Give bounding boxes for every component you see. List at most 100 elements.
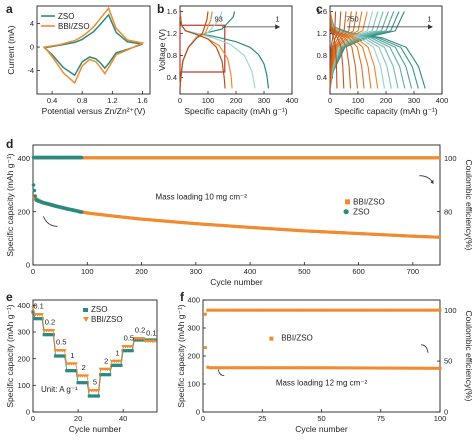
zso-rate-point bbox=[44, 333, 49, 337]
bbi-zso-capacity-point bbox=[305, 366, 309, 370]
panel-b-ylabel: Voltage (V) bbox=[157, 29, 167, 71]
panel-b-ytick-label: 1.6 bbox=[167, 7, 177, 16]
bbi-zso-capacity-point bbox=[417, 366, 421, 370]
bbi-zso-capacity-point bbox=[315, 366, 319, 370]
rate-label: 1 bbox=[115, 348, 119, 357]
panel-c-ytick-label: 0.8 bbox=[317, 51, 327, 60]
bbi-zso-capacity-point bbox=[400, 366, 404, 370]
panel-e-ytick-label: 200 bbox=[17, 354, 30, 363]
bbi-zso-efficiency-point bbox=[388, 308, 392, 312]
zso-rate-point bbox=[69, 369, 73, 373]
bbi-zso-efficiency-point bbox=[310, 308, 314, 312]
bbi-zso-efficiency-point bbox=[398, 308, 402, 312]
bbi-zso-rate-point bbox=[62, 349, 67, 353]
bbi-zso-efficiency-point bbox=[244, 308, 248, 312]
bbi-zso-capacity-point bbox=[310, 366, 314, 370]
bbi-zso-efficiency-point bbox=[248, 308, 252, 312]
bbi-zso-efficiency-point bbox=[274, 308, 278, 312]
bbi-zso-capacity-point bbox=[437, 235, 441, 239]
discharge-curve bbox=[329, 11, 426, 89]
panel-a-ytick-label: 4 bbox=[30, 19, 34, 28]
legend-swatch-bbi-zso bbox=[345, 199, 351, 205]
zso-rate-point bbox=[105, 373, 109, 377]
bbi-zso-capacity-point bbox=[277, 366, 281, 370]
bbi-zso-capacity-point bbox=[374, 366, 378, 370]
mass-loading-note: Mass loading 10 mg cm⁻² bbox=[156, 193, 248, 202]
bbi-zso-efficiency-point bbox=[324, 308, 328, 312]
legend-swatch-bbi-zso bbox=[269, 336, 274, 341]
bbi-zso-capacity-point bbox=[289, 366, 293, 370]
bbi-zso-capacity-point bbox=[239, 366, 243, 370]
panel-f-ytick-label: 0 bbox=[196, 408, 200, 417]
bbi-zso-efficiency-point bbox=[367, 308, 371, 312]
panel-a-xtick-label: 0.4 bbox=[47, 96, 57, 105]
zso-rate-point bbox=[49, 333, 53, 337]
panel-c-ytick-label: 0.4 bbox=[317, 73, 327, 82]
rate-label: 2 bbox=[82, 363, 86, 372]
panel-a-ytick-label: 0 bbox=[30, 43, 34, 52]
bbi-zso-efficiency-point bbox=[421, 308, 425, 312]
bbi-zso-rate-point bbox=[152, 339, 157, 344]
bbi-zso-efficiency-point bbox=[239, 308, 243, 312]
bbi-zso-efficiency-point bbox=[270, 308, 274, 312]
panel-b-ytick-label: 1.2 bbox=[167, 29, 177, 38]
panel-f-xtick-label: 25 bbox=[258, 414, 266, 423]
bbi-zso-capacity-point bbox=[312, 366, 316, 370]
panel-a-ytick-label: -4 bbox=[27, 66, 34, 75]
legend-swatch-zso bbox=[83, 308, 88, 312]
zso-rate-point bbox=[119, 363, 123, 367]
bbi-zso-efficiency-point bbox=[348, 308, 352, 312]
charge-curve bbox=[179, 11, 213, 89]
zso-rate-point bbox=[110, 363, 114, 367]
bbi-zso-efficiency-point bbox=[265, 308, 269, 312]
panel-b-xtick-label: 300 bbox=[258, 96, 271, 105]
panel-a-frame bbox=[36, 5, 151, 95]
panel-f-xlabel: Cycle number bbox=[295, 424, 348, 434]
zso-rate-point bbox=[130, 349, 134, 353]
bbi-zso-capacity-point bbox=[346, 366, 350, 370]
bbi-zso-rate-point bbox=[141, 337, 146, 341]
zso-rate-point bbox=[83, 381, 87, 385]
bbi-zso-efficiency-point bbox=[232, 308, 236, 312]
bbi-zso-efficiency-point bbox=[365, 308, 369, 312]
bbi-zso-rate-point bbox=[73, 362, 78, 366]
bbi-zso-capacity-point bbox=[225, 366, 229, 370]
panel-f-ytick-label: 300 bbox=[187, 324, 200, 333]
bbi-zso-capacity-point bbox=[393, 366, 397, 370]
zso-capacity-point bbox=[32, 188, 37, 193]
bbi-zso-capacity-point bbox=[357, 366, 361, 370]
bbi-zso-efficiency-point bbox=[414, 308, 418, 312]
bbi-zso-capacity-point bbox=[338, 366, 342, 370]
zso-rate-point bbox=[76, 381, 80, 385]
bbi-zso-efficiency-point bbox=[291, 308, 295, 312]
panel-a-xtick-label: 1.6 bbox=[137, 96, 147, 105]
bbi-zso-capacity-point bbox=[267, 366, 271, 370]
bbi-zso-capacity-point bbox=[218, 366, 222, 370]
panel-d-ytick-label: 200 bbox=[17, 207, 30, 216]
capacity-axis-arrow bbox=[217, 369, 225, 376]
charge-curve bbox=[179, 11, 209, 89]
panel-e-ytick-label: 400 bbox=[17, 301, 30, 310]
zso-capacity-point bbox=[79, 210, 84, 214]
bbi-zso-capacity-point bbox=[253, 366, 257, 370]
bbi-zso-rate-point bbox=[96, 389, 101, 393]
bbi-zso-capacity-point bbox=[248, 366, 252, 370]
panel-letter-d: d bbox=[6, 137, 13, 151]
bbi-zso-capacity-point bbox=[263, 366, 267, 370]
bbi-zso-efficiency-point bbox=[303, 308, 307, 312]
bbi-zso-efficiency-point bbox=[320, 308, 323, 312]
bbi-zso-capacity-point bbox=[438, 366, 442, 370]
bbi-zso-efficiency-point bbox=[436, 308, 440, 312]
bbi-zso-capacity-point bbox=[279, 366, 283, 370]
bbi-zso-efficiency-point bbox=[395, 308, 399, 312]
annotation-cycle-1: 1 bbox=[275, 14, 279, 23]
panel-b-xlabel: Specific capacity (mAh g⁻¹) bbox=[184, 106, 287, 116]
bbi-zso-capacity-point bbox=[291, 366, 295, 370]
panel-a-xtick-label: 1.2 bbox=[107, 96, 117, 105]
panel-d-xtick-label: 200 bbox=[135, 267, 148, 276]
bbi-zso-efficiency-point bbox=[229, 308, 233, 312]
panel-d-xtick-label: 100 bbox=[81, 267, 94, 276]
panel-f-ytick-label: 200 bbox=[187, 352, 200, 361]
bbi-zso-efficiency-point bbox=[308, 308, 312, 312]
bbi-zso-efficiency-point bbox=[312, 308, 316, 312]
